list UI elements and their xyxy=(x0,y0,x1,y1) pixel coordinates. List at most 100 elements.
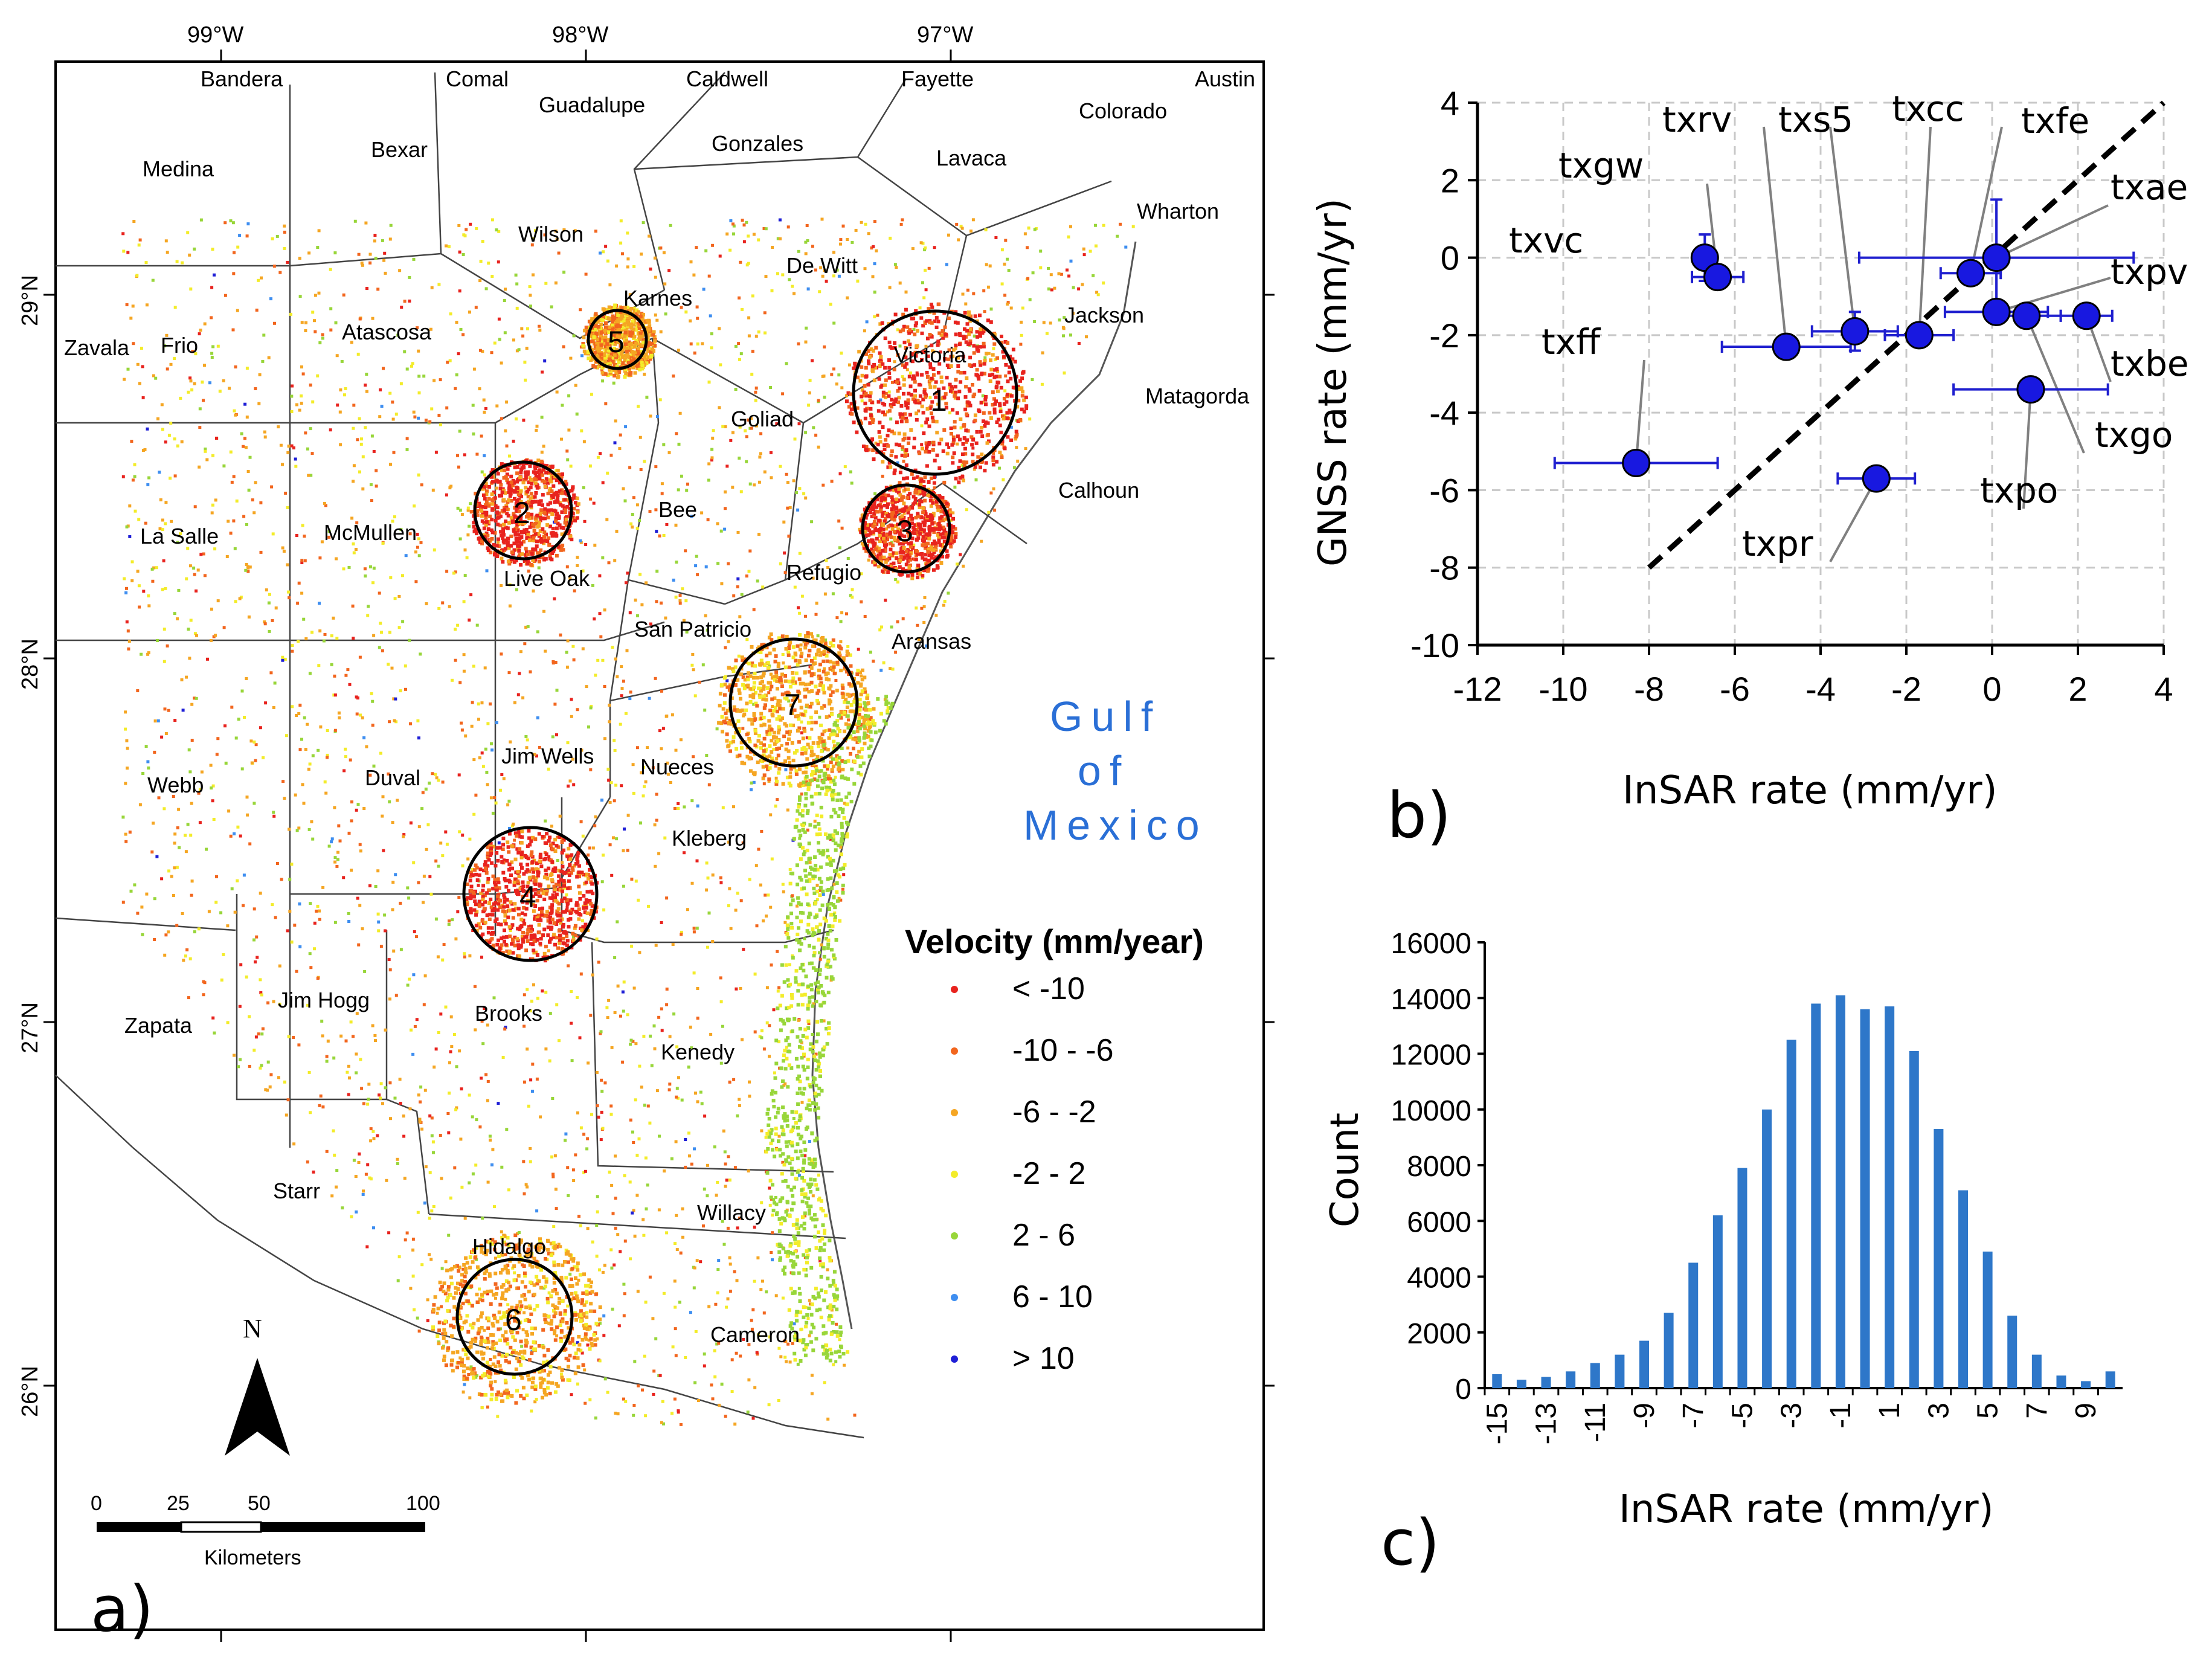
y-tick-label: 0 xyxy=(1441,239,1459,277)
station-point xyxy=(2016,375,2045,404)
station-label: txfe xyxy=(2021,100,2089,141)
county-label: Bexar xyxy=(371,137,428,162)
panel-label-c: c) xyxy=(1381,1506,1440,1580)
gulf-label-line-3: Mexico xyxy=(1023,802,1208,849)
histogram-bar xyxy=(1835,995,1845,1388)
x-tick-label: -15 xyxy=(1481,1403,1513,1444)
leader-line xyxy=(1635,359,1645,463)
y-tick-label: -2 xyxy=(1429,317,1459,355)
y-tick-label: 10000 xyxy=(1391,1095,1471,1127)
legend-swatch xyxy=(951,1232,958,1240)
y-tick-label: 14000 xyxy=(1391,983,1471,1015)
station-point xyxy=(2072,301,2101,330)
county-label: De Witt xyxy=(786,253,858,278)
histogram-bar xyxy=(1712,1215,1723,1388)
lat-tick-label: 27°N xyxy=(18,1002,43,1053)
county-labels: Bandera Comal Caldwell Fayette Austin Gu… xyxy=(64,66,1255,1347)
histogram-bar xyxy=(1762,1109,1772,1388)
scale-tick-label: 100 xyxy=(406,1492,440,1515)
histogram-bar xyxy=(1492,1374,1502,1388)
county-label: Comal xyxy=(446,66,509,91)
histogram-x-label: InSAR rate (mm/yr) xyxy=(1619,1487,1994,1532)
lon-tick-label: 98°W xyxy=(552,22,608,48)
legend-label: -2 - 2 xyxy=(1012,1156,1085,1191)
county-label: Lavaca xyxy=(936,146,1007,170)
county-boundaries xyxy=(55,72,1112,1439)
y-tick-label: -6 xyxy=(1429,471,1459,509)
histogram-bar xyxy=(1541,1377,1551,1388)
lat-tick-label: 29°N xyxy=(18,275,43,326)
county-label: Karnes xyxy=(623,286,692,310)
legend-label: -10 - -6 xyxy=(1012,1033,1114,1068)
county-label: Live Oak xyxy=(504,566,590,591)
histogram-panel: 0200040006000800010000120001400016000-15… xyxy=(1323,928,2123,1580)
circle-7 xyxy=(728,637,859,768)
legend-swatch xyxy=(951,986,958,993)
leader-line xyxy=(2025,315,2085,454)
county-label: Frio xyxy=(161,333,198,358)
county-label: Jim Wells xyxy=(501,744,594,768)
station-point xyxy=(1982,297,2011,326)
y-tick-label: 0 xyxy=(1455,1374,1471,1406)
x-tick-label: 3 xyxy=(1923,1403,1955,1419)
county-label: Willacy xyxy=(697,1200,766,1225)
histogram-y-label: Count xyxy=(1323,1113,1368,1227)
x-tick-label: -6 xyxy=(1720,670,1750,708)
scatter-axes xyxy=(1468,101,2165,655)
station-labels: txvc txgw txrv txs5 txcc txfe txae txpv txgo txbe… xyxy=(1509,88,2189,564)
legend-swatch xyxy=(951,1294,958,1301)
county-label: Caldwell xyxy=(686,66,768,91)
legend-label: -6 - -2 xyxy=(1012,1095,1096,1130)
circle-labels: 1 2 3 4 5 6 7 xyxy=(505,325,947,1337)
y-tick-label: -4 xyxy=(1429,394,1459,432)
x-tick-label: -2 xyxy=(1891,670,1921,708)
station-label: txrv xyxy=(1662,99,1732,140)
lon-ticks: 99°W 98°W 97°W xyxy=(187,22,973,1642)
scatter-tick-labels: -12 -10 -8 -6 -4 -2 0 2 4 -10 -8 -6 -4 -2 0 2 4 xyxy=(1410,84,2173,708)
county-label: Kenedy xyxy=(661,1040,735,1064)
county-label: Wilson xyxy=(518,222,584,246)
county-label: Medina xyxy=(143,156,214,181)
scale-tick-label: 50 xyxy=(248,1492,271,1515)
leader-line xyxy=(1829,478,1878,562)
scatter-panel: txvc txgw txrv txs5 txcc txfe txae txpv txgo txbe… xyxy=(1311,84,2189,852)
x-tick-label: -3 xyxy=(1776,1403,1808,1429)
county-label: Bandera xyxy=(201,66,283,91)
county-label: Bee xyxy=(658,497,697,522)
panel-label-a: a) xyxy=(91,1572,153,1646)
x-tick-label: 7 xyxy=(2021,1403,2053,1419)
histogram-bars xyxy=(1492,995,2115,1388)
x-tick-label: -5 xyxy=(1726,1403,1758,1429)
station-point xyxy=(1982,243,2011,272)
scale-tick-label: 0 xyxy=(91,1492,102,1515)
circle-label-4: 4 xyxy=(519,880,536,914)
county-label: Zapata xyxy=(124,1013,193,1038)
county-label: Austin xyxy=(1195,66,1255,91)
county-label: Gonzales xyxy=(712,131,803,156)
x-tick-label: 4 xyxy=(2154,670,2173,708)
y-tick-label: 8000 xyxy=(1407,1151,1471,1183)
lat-tick-label: 26°N xyxy=(18,1366,43,1417)
y-tick-label: 2000 xyxy=(1407,1318,1471,1350)
station-label: txbe xyxy=(2111,343,2189,384)
station-point xyxy=(2012,301,2041,330)
county-label: Calhoun xyxy=(1058,478,1139,503)
y-tick-label: 16000 xyxy=(1391,928,1471,960)
legend-swatch xyxy=(951,1047,958,1055)
county-label: Jim Hogg xyxy=(278,988,370,1012)
gulf-label-line-2: of xyxy=(1078,747,1130,794)
x-tick-label: 1 xyxy=(1874,1403,1906,1419)
station-point xyxy=(1622,449,1651,478)
x-tick-label: 9 xyxy=(2070,1403,2102,1419)
county-label: La Salle xyxy=(140,524,219,548)
north-arrow-label: N xyxy=(243,1314,262,1343)
station-point xyxy=(1956,259,1985,288)
y-tick-label: 4000 xyxy=(1407,1262,1471,1294)
legend-label: > 10 xyxy=(1012,1341,1075,1376)
circle-1 xyxy=(852,309,1018,476)
histogram-bar xyxy=(1688,1262,1699,1388)
gulf-label-line-1: Gulf xyxy=(1050,693,1161,740)
x-tick-label: 0 xyxy=(1982,670,2001,708)
x-tick-label: -1 xyxy=(1825,1403,1857,1429)
